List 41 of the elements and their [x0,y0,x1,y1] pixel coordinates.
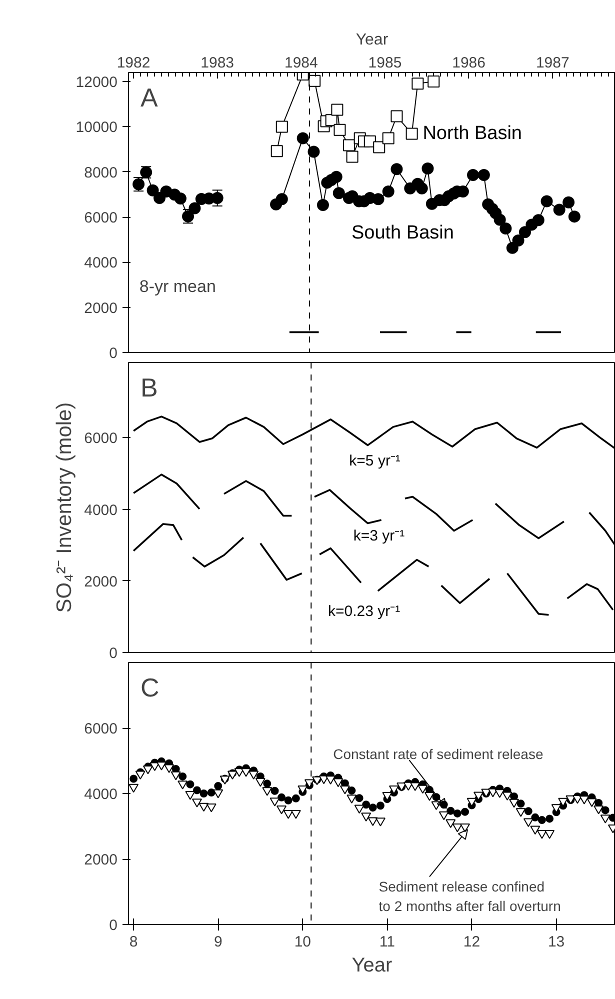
y-tick-label: 0 [109,917,118,934]
y-tick-label: 6000 [84,720,118,738]
y-tick-label: 0 [109,345,118,362]
x-tick-label: 11 [379,934,396,950]
x-tick-label: 1983 [200,54,234,72]
y-tick-label: 0 [109,645,118,662]
x-axis-title: Year [352,954,393,976]
y-tick-label: 12000 [76,74,118,92]
y-axis-title: SO₄²⁻ Inventory (mole) [53,402,76,613]
y-tick-label: 6000 [84,210,118,227]
annotation: Sediment release confined to 2 months after fall overturn [378,878,561,914]
x-tick-label: 1984 [284,54,318,72]
y-tick-label: 2000 [84,300,118,317]
y-tick-label: 4000 [84,502,118,519]
chart-title: A [140,82,158,112]
y-tick-label: 2000 [84,852,118,868]
x-tick-label: 1986 [452,54,486,72]
annotation: 8-yr mean [139,277,216,296]
x-tick-label: 8 [129,934,138,950]
annotation: Constant rate of sediment release [333,746,544,762]
x-tick-label: 12 [463,934,480,950]
chart-title: C [140,672,160,702]
x-tick-label: 1985 [368,54,402,72]
y-tick-label: 2000 [84,573,118,590]
y-tick-label: 6000 [84,430,118,448]
x-axis-title: Year [356,32,389,48]
series-label: k=0.23 yr⁻¹ [328,602,400,620]
series-label: k=5 yr⁻¹ [349,452,400,470]
y-tick-label: 10000 [76,119,118,136]
chart-title: B [140,372,158,402]
y-tick-label: 4000 [84,254,118,272]
x-tick-label: 9 [214,934,222,950]
x-tick-label: 13 [548,934,565,950]
y-tick-label: 4000 [84,786,118,803]
x-tick-label: 10 [294,934,312,950]
series-label: k=3 yr⁻¹ [353,528,405,545]
series-label: South Basin [351,222,454,244]
y-tick-label: 8000 [84,164,118,182]
series-label: North Basin [422,122,522,144]
x-tick-label: 1982 [116,54,150,72]
x-tick-label: 1987 [536,54,570,72]
